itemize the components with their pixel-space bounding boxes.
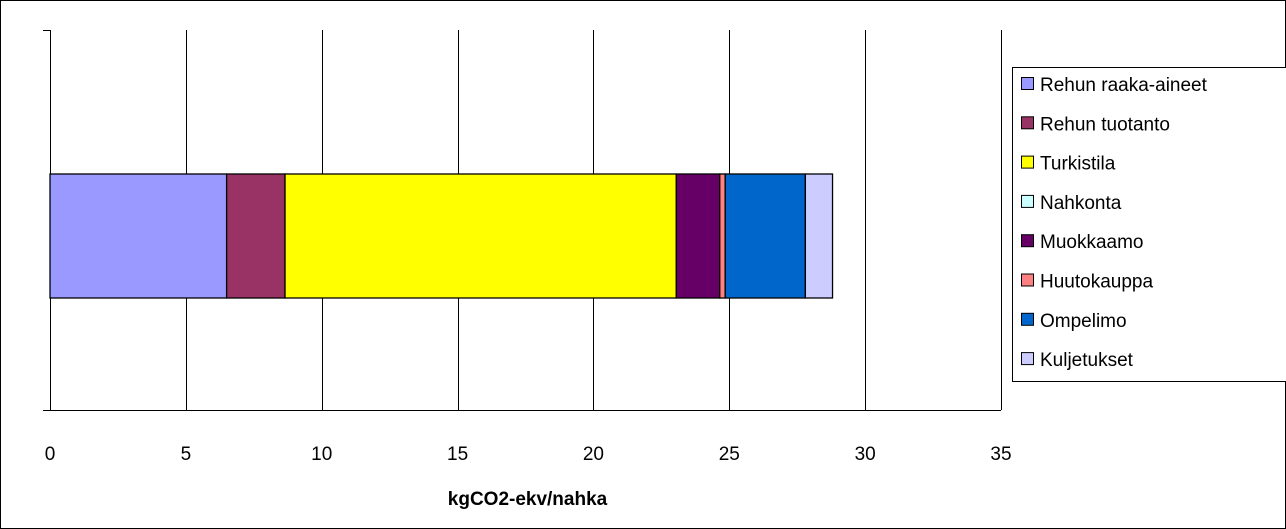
- legend-label: Turkistila: [1040, 154, 1116, 175]
- legend-label: Kuljetukset: [1040, 350, 1134, 371]
- legend-swatch: [1021, 312, 1034, 326]
- legend: Rehun raaka-aineet Rehun tuotanto Turkisti…: [1012, 67, 1286, 382]
- stacked-bar: [49, 173, 834, 299]
- legend-label: Huutokauppa: [1040, 272, 1153, 293]
- legend-label: Ompelimo: [1040, 311, 1127, 332]
- plot-area: [43, 30, 1002, 411]
- bar-segment: [225, 173, 286, 299]
- bar-segment: [804, 173, 834, 299]
- x-tick-label: 30: [855, 444, 876, 465]
- legend-label: Nahkonta: [1040, 193, 1122, 214]
- legend-swatch: [1021, 352, 1034, 366]
- x-tick-label: 5: [181, 444, 192, 465]
- x-axis-title: kgCO2-ekv/nahka: [448, 489, 608, 510]
- x-tick-label: 15: [447, 444, 468, 465]
- x-tick-label: 25: [719, 444, 740, 465]
- x-tick-label: 35: [990, 444, 1011, 465]
- bar-segment: [49, 173, 228, 299]
- bar-segment: [724, 173, 807, 299]
- legend-label: Rehun raaka-aineet: [1040, 75, 1208, 96]
- legend-swatch: [1021, 194, 1034, 208]
- legend-swatch: [1021, 234, 1034, 248]
- x-axis: 0 5 10 15 20 25 30 35: [45, 410, 1012, 465]
- legend-swatch: [1021, 116, 1034, 130]
- bar-segment: [719, 173, 726, 299]
- x-tick-label: 10: [311, 444, 332, 465]
- legend-swatch: [1021, 77, 1034, 90]
- legend-swatch: [1021, 273, 1034, 287]
- legend-label: Rehun tuotanto: [1040, 114, 1170, 135]
- legend-swatch: [1021, 155, 1034, 169]
- legend-box: [1012, 67, 1286, 382]
- bar-segment: [675, 173, 721, 299]
- bar-segment: [284, 173, 677, 299]
- legend-label: Muokkaamo: [1040, 232, 1144, 253]
- x-tick-label: 20: [583, 444, 604, 465]
- x-tick-label: 0: [45, 444, 56, 465]
